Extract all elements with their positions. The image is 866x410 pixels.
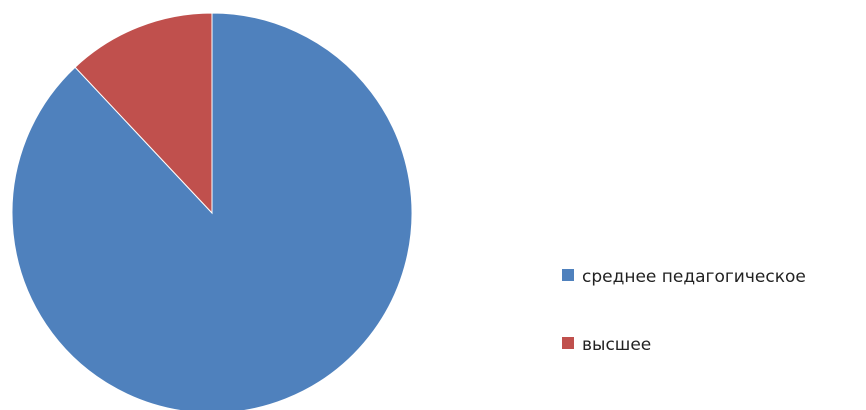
legend: среднее педагогическое высшее xyxy=(562,267,806,355)
pie-slice-1 xyxy=(74,12,213,215)
legend-label-0: среднее педагогическое xyxy=(582,267,806,287)
legend-label-1: высшее xyxy=(582,335,651,355)
pie-slices xyxy=(11,12,413,410)
pie-slice-0 xyxy=(11,12,413,410)
legend-swatch-0 xyxy=(562,269,574,281)
legend-swatch-1 xyxy=(562,337,574,349)
legend-entry-1: высшее xyxy=(562,335,651,355)
legend-entry-0: среднее педагогическое xyxy=(562,267,806,287)
